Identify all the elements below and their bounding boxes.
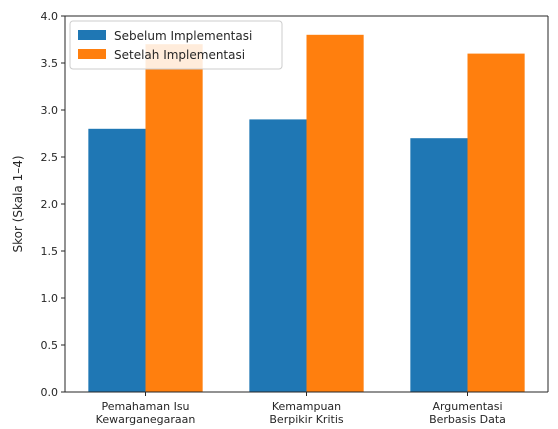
x-tick-label: Pemahaman Isu [101,400,189,413]
y-axis-label: Skor (Skala 1–4) [11,155,25,252]
y-tick-label: 2.0 [41,198,59,211]
x-tick-label: Berpikir Kritis [269,413,343,426]
legend: Sebelum Implementasi Setelah Implementasi [69,20,283,70]
bar [145,44,203,392]
legend-swatch [78,30,106,40]
x-tick-label: Kewarganegaraan [96,413,196,426]
bar [88,128,146,393]
legend-swatch [78,49,106,59]
y-tick-label: 1.0 [41,292,59,305]
y-tick-label: 0.0 [41,386,59,399]
bar [410,138,468,392]
y-tick-label: 3.0 [41,104,59,117]
bar [249,119,307,393]
bar [467,53,525,392]
bar [306,34,364,393]
y-tick-label: 3.5 [41,57,59,70]
legend-label: Sebelum Implementasi [114,29,252,43]
y-tick-label: 0.5 [41,339,59,352]
y-tick-label: 4.0 [41,10,59,23]
y-tick-label: 1.5 [41,245,59,258]
x-tick-label: Berbasis Data [429,413,506,426]
x-tick-label: Argumentasi [432,400,502,413]
plot-area: 0.0 0.5 1.0 1.5 2.0 2.5 3.0 3.5 4.0 Pemahaman Isu… [41,10,549,426]
y-tick-label: 2.5 [41,151,59,164]
legend-box [69,20,283,70]
legend-label: Setelah Implementasi [114,48,245,62]
x-tick-label: Kemampuan [272,400,341,413]
